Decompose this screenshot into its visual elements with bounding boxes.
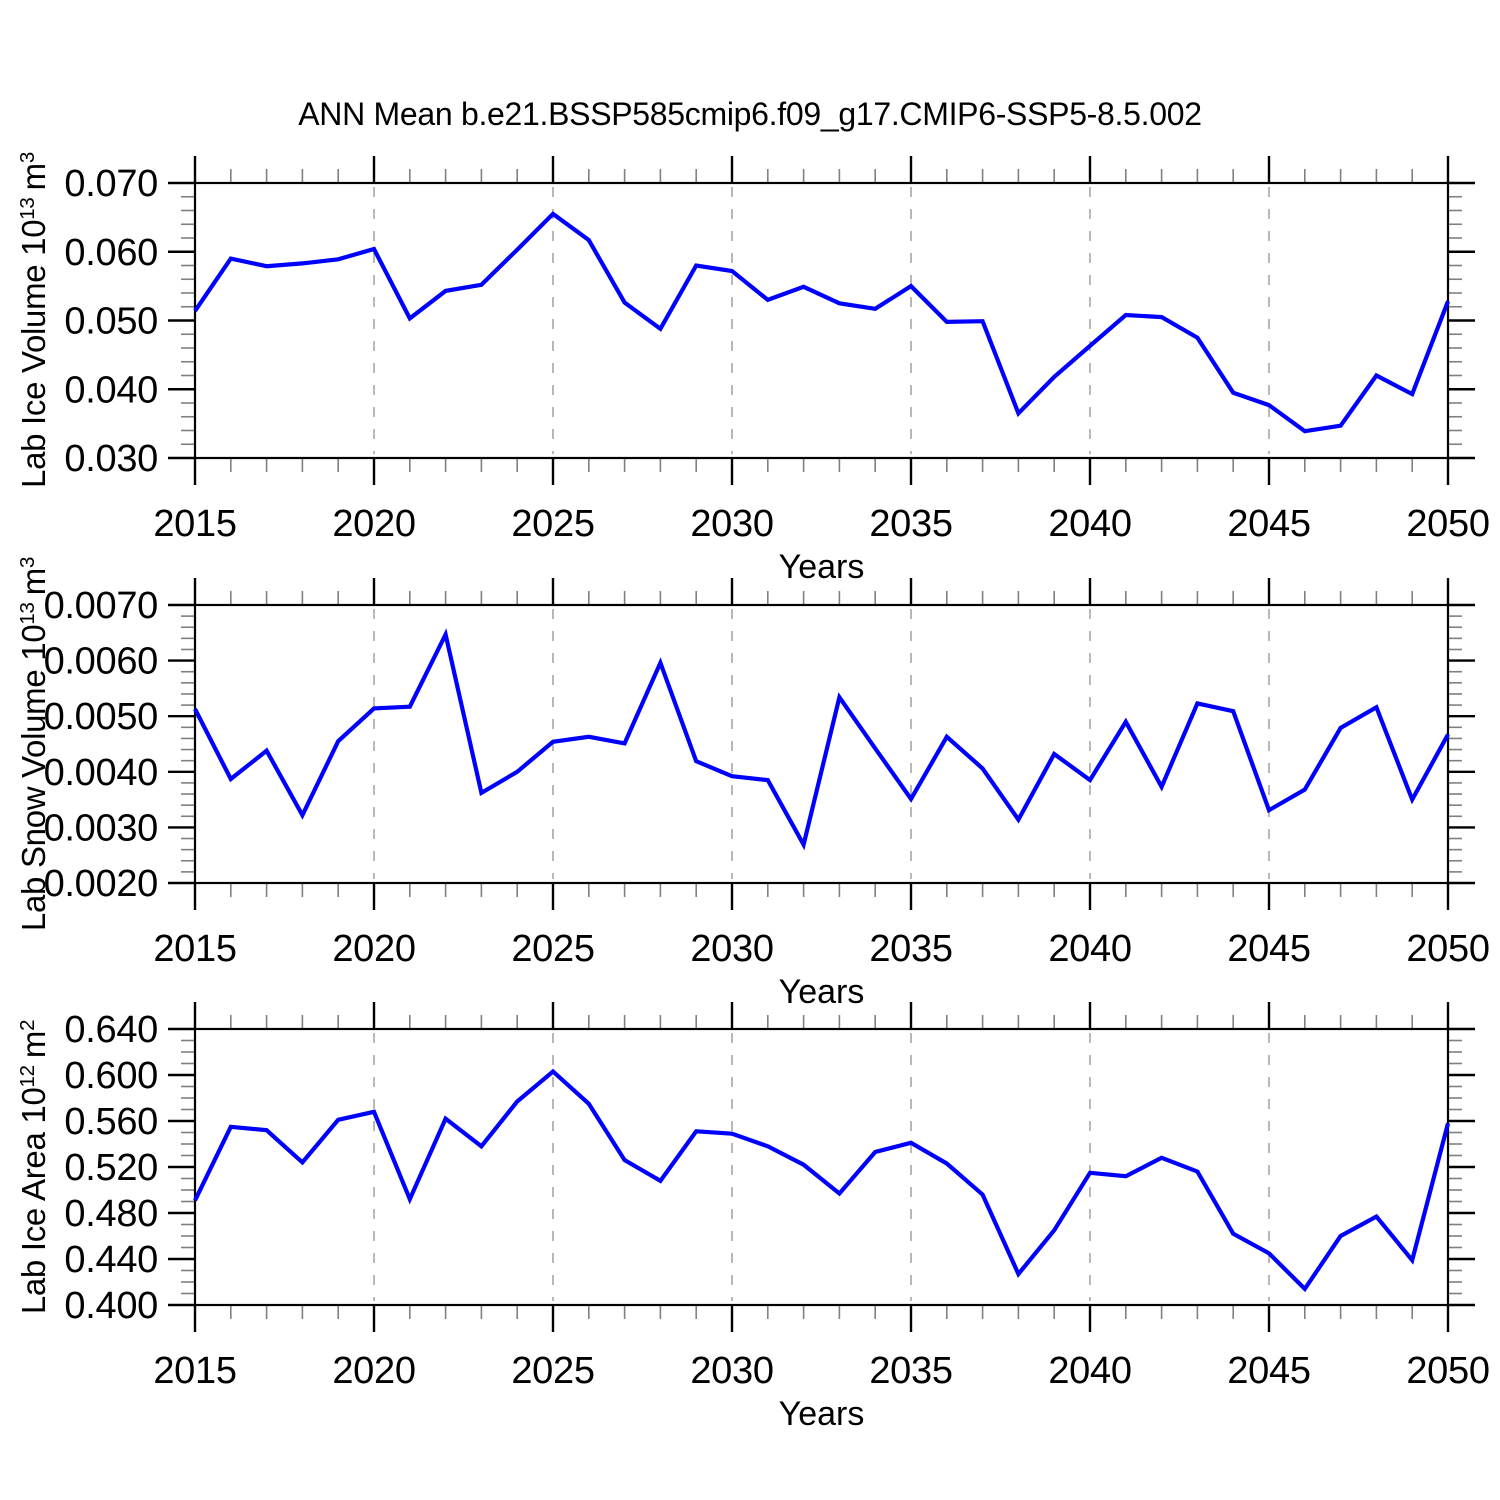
- y-tick-label: 0.480: [64, 1193, 158, 1235]
- y-tick-label: 0.0040: [44, 752, 158, 794]
- x-tick-label: 2045: [1227, 928, 1310, 970]
- y-axis-title-unit: m: [15, 1030, 52, 1059]
- y-tick-label: 0.0060: [44, 641, 158, 683]
- x-tick-label: 2040: [1048, 1350, 1131, 1392]
- data-line-lab-snow-volume: [193, 628, 1450, 851]
- y-tick-label: 0.0030: [44, 807, 158, 849]
- y-axis-title-unit-exponent: 3: [15, 556, 39, 568]
- x-tick-label: 2025: [511, 928, 594, 970]
- y-axis-title-exponent: 13: [15, 602, 39, 625]
- y-tick-label: 0.560: [64, 1101, 158, 1143]
- y-axis-title-exponent: 13: [15, 197, 39, 220]
- y-tick-label: 0.060: [64, 232, 158, 274]
- y-axis-title-unit-exponent: 2: [15, 1019, 39, 1031]
- x-tick-label: 2045: [1227, 1350, 1310, 1392]
- x-tick-label: 2050: [1406, 928, 1489, 970]
- x-tick-label: 2015: [153, 503, 236, 545]
- data-line-lab-ice-volume: [193, 211, 1450, 434]
- y-tick-label: 0.600: [64, 1055, 158, 1097]
- x-tick-label: 2045: [1227, 503, 1310, 545]
- plot-border-lab-ice-volume: [193, 181, 1450, 460]
- x-axis-title-panel-2: Years: [778, 973, 865, 1011]
- data-line-lab-ice-area: [193, 1068, 1451, 1293]
- plot-border-lab-ice-area: [193, 1027, 1450, 1307]
- y-tick-label: 0.0070: [44, 585, 158, 627]
- y-tick-label: 0.050: [64, 301, 158, 343]
- y-axis-title-ice-volume: Lab Ice Volume 1013 m3: [15, 152, 53, 488]
- x-axis-title-panel-1: Years: [778, 548, 865, 586]
- y-tick-label: 0.440: [64, 1239, 158, 1281]
- x-tick-label: 2040: [1048, 503, 1131, 545]
- x-tick-label: 2035: [869, 503, 952, 545]
- y-axis-title-ice-area: Lab Ice Area 1012 m2: [15, 1020, 53, 1314]
- x-tick-label: 2030: [690, 503, 773, 545]
- y-axis-title-unit-exponent: 3: [15, 152, 39, 164]
- y-tick-label: 0.520: [64, 1147, 158, 1189]
- x-tick-label: 2050: [1406, 1350, 1489, 1392]
- chart-title: ANN Mean b.e21.BSSP585cmip6.f09_g17.CMIP…: [298, 96, 1202, 132]
- y-tick-label: 0.030: [64, 438, 158, 480]
- x-tick-label: 2030: [690, 1350, 773, 1392]
- x-tick-label: 2020: [332, 928, 415, 970]
- x-tick-label: 2020: [332, 503, 415, 545]
- x-tick-label: 2015: [153, 928, 236, 970]
- y-axis-title-text: Lab Ice Area 10: [15, 1087, 52, 1315]
- x-axis-title-panel-3: Years: [778, 1395, 865, 1433]
- x-tick-label: 2050: [1406, 503, 1489, 545]
- y-tick-label: 0.0050: [44, 696, 158, 738]
- x-tick-label: 2020: [332, 1350, 415, 1392]
- y-axis-title-snow-volume: Lab Snow Volume 1013 m3: [15, 557, 53, 931]
- x-tick-label: 2035: [869, 928, 952, 970]
- y-tick-label: 0.040: [64, 369, 158, 411]
- x-tick-label: 2025: [511, 1350, 594, 1392]
- plot-border-lab-snow-volume: [193, 603, 1450, 885]
- x-tick-label: 2030: [690, 928, 773, 970]
- x-tick-label: 2040: [1048, 928, 1131, 970]
- y-tick-label: 0.0020: [44, 863, 158, 905]
- y-axis-title-exponent: 12: [15, 1065, 39, 1088]
- y-axis-title-text: Lab Snow Volume 10: [15, 624, 52, 932]
- y-tick-label: 0.640: [64, 1009, 158, 1051]
- y-axis-title-unit: m: [15, 163, 52, 191]
- y-tick-label: 0.070: [64, 163, 158, 205]
- y-tick-label: 0.400: [64, 1285, 158, 1327]
- y-axis-title-unit: m: [15, 567, 52, 596]
- x-tick-label: 2025: [511, 503, 594, 545]
- y-axis-title-text: Lab Ice Volume 10: [15, 219, 52, 488]
- x-tick-label: 2035: [869, 1350, 952, 1392]
- x-tick-label: 2015: [153, 1350, 236, 1392]
